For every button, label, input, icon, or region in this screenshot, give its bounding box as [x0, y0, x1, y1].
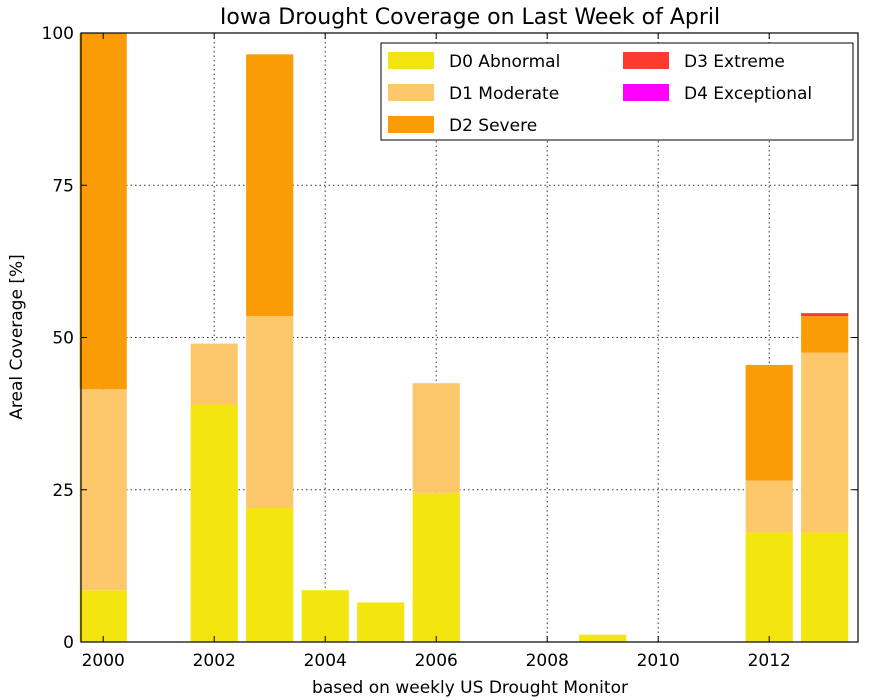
- bar-2002-d1: [190, 343, 238, 405]
- legend-swatch: [388, 84, 434, 101]
- y-tick-label: 75: [52, 176, 74, 196]
- y-axis-label: Areal Coverage [%]: [7, 254, 27, 420]
- bar-2003-d1: [246, 316, 294, 509]
- grid-lines: [81, 33, 858, 642]
- bar-2013-d0: [801, 532, 849, 642]
- legend: D0 Abnormal D1 Moderate D2 Severe D3 Extrem…: [380, 42, 854, 141]
- tick-marks: [81, 32, 858, 643]
- bar-2006-d1: [412, 383, 460, 493]
- legend-box: [380, 42, 854, 141]
- x-tick-labels: 2000 2002 2004 2006 2008 2010 2012: [82, 651, 791, 671]
- bar-2004-d0: [301, 590, 349, 642]
- legend-label: D2 Severe: [449, 116, 537, 136]
- bar-2013-d2: [801, 316, 849, 353]
- bar-2012-d0: [745, 532, 793, 642]
- bar-2012-d2: [745, 364, 793, 481]
- x-tick-label: 2004: [304, 651, 347, 671]
- legend-label: D0 Abnormal: [449, 52, 560, 72]
- y-tick-labels: 0 25 50 75 100: [42, 24, 74, 653]
- bar-2009-d0: [579, 634, 627, 642]
- y-tick-label: 50: [52, 329, 74, 349]
- bar-2003-d2: [246, 54, 294, 317]
- x-axis-label: based on weekly US Drought Monitor: [312, 678, 628, 698]
- bar-2013-d3: [801, 313, 849, 317]
- y-tick-label: 100: [42, 24, 74, 44]
- x-tick-label: 2002: [193, 651, 236, 671]
- bar-2003-d0: [246, 508, 294, 642]
- legend-swatch: [623, 52, 669, 69]
- bar-2013-d1: [801, 352, 849, 533]
- bar-2000-d0: [79, 590, 127, 642]
- legend-swatch: [623, 84, 669, 101]
- x-tick-label: 2000: [82, 651, 125, 671]
- legend-label: D1 Moderate: [449, 84, 559, 104]
- chart-title: Iowa Drought Coverage on Last Week of Ap…: [220, 5, 720, 30]
- bar-2002-d0: [190, 404, 238, 642]
- legend-label: D4 Exceptional: [684, 84, 812, 104]
- y-tick-label: 25: [52, 481, 74, 501]
- y-tick-label: 0: [63, 633, 74, 653]
- x-tick-label: 2010: [637, 651, 680, 671]
- x-tick-label: 2008: [526, 651, 569, 671]
- bar-2006-d0: [412, 492, 460, 642]
- x-tick-label: 2012: [748, 651, 791, 671]
- legend-swatch: [388, 52, 434, 69]
- legend-swatch: [388, 116, 434, 133]
- bar-2000-d1: [79, 389, 127, 591]
- x-tick-label: 2006: [415, 651, 458, 671]
- legend-label: D3 Extreme: [684, 52, 785, 72]
- bar-2005-d0: [357, 602, 405, 642]
- bars-group: [79, 33, 849, 642]
- bar-2012-d1: [745, 480, 793, 533]
- bar-2000-d2: [79, 33, 127, 390]
